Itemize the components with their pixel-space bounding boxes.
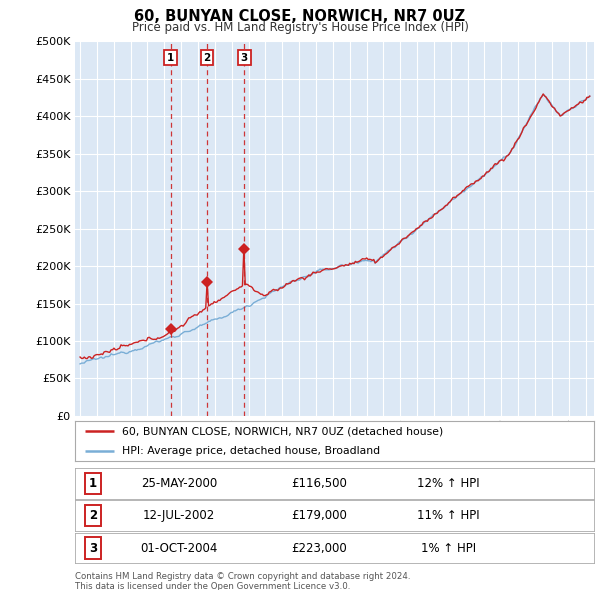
Text: £179,000: £179,000 (291, 509, 347, 522)
Text: 60, BUNYAN CLOSE, NORWICH, NR7 0UZ (detached house): 60, BUNYAN CLOSE, NORWICH, NR7 0UZ (deta… (122, 427, 443, 436)
Text: £116,500: £116,500 (291, 477, 347, 490)
Text: This data is licensed under the Open Government Licence v3.0.: This data is licensed under the Open Gov… (75, 582, 350, 590)
Text: 25-MAY-2000: 25-MAY-2000 (140, 477, 217, 490)
Text: 1: 1 (89, 477, 97, 490)
Text: 01-OCT-2004: 01-OCT-2004 (140, 542, 217, 555)
Text: Contains HM Land Registry data © Crown copyright and database right 2024.: Contains HM Land Registry data © Crown c… (75, 572, 410, 581)
Text: Price paid vs. HM Land Registry's House Price Index (HPI): Price paid vs. HM Land Registry's House … (131, 21, 469, 34)
Text: 3: 3 (89, 542, 97, 555)
Text: 2: 2 (89, 509, 97, 522)
Text: £223,000: £223,000 (291, 542, 347, 555)
Text: 12-JUL-2002: 12-JUL-2002 (143, 509, 215, 522)
Text: 60, BUNYAN CLOSE, NORWICH, NR7 0UZ: 60, BUNYAN CLOSE, NORWICH, NR7 0UZ (134, 9, 466, 24)
Text: 2: 2 (203, 53, 211, 63)
Text: 1: 1 (167, 53, 175, 63)
Text: 11% ↑ HPI: 11% ↑ HPI (418, 509, 480, 522)
Text: 3: 3 (241, 53, 248, 63)
Text: 1% ↑ HPI: 1% ↑ HPI (421, 542, 476, 555)
Text: 12% ↑ HPI: 12% ↑ HPI (418, 477, 480, 490)
Text: HPI: Average price, detached house, Broadland: HPI: Average price, detached house, Broa… (122, 447, 380, 456)
